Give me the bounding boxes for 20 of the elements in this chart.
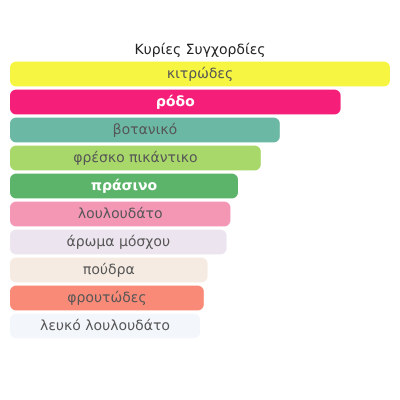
chart-title: Κυρίες Συγχορδίες (134, 42, 266, 58)
bar (10, 90, 341, 114)
bar (10, 118, 280, 142)
y-tick-label: ρόδο (156, 94, 196, 110)
bar (10, 174, 238, 198)
y-tick-label: πράσινο (90, 178, 158, 194)
y-tick-label: φρουτώδες (67, 290, 147, 306)
y-tick-label: βοτανικό (112, 122, 178, 138)
bar (10, 286, 204, 310)
y-tick-label: φρέσκο πικάντικο (73, 150, 198, 166)
y-tick-label: κιτρώδες (166, 66, 234, 82)
y-tick-label: λουλουδάτο (78, 206, 163, 222)
bar (10, 62, 390, 86)
bar (10, 230, 227, 254)
bar (10, 258, 208, 282)
y-tick-label: λευκό λουλουδάτο (40, 318, 170, 334)
bar (10, 146, 261, 170)
y-tick-label: άρωμα μόσχου (66, 234, 170, 250)
y-tick-label: πούδρα (82, 262, 135, 278)
bar (10, 202, 230, 226)
